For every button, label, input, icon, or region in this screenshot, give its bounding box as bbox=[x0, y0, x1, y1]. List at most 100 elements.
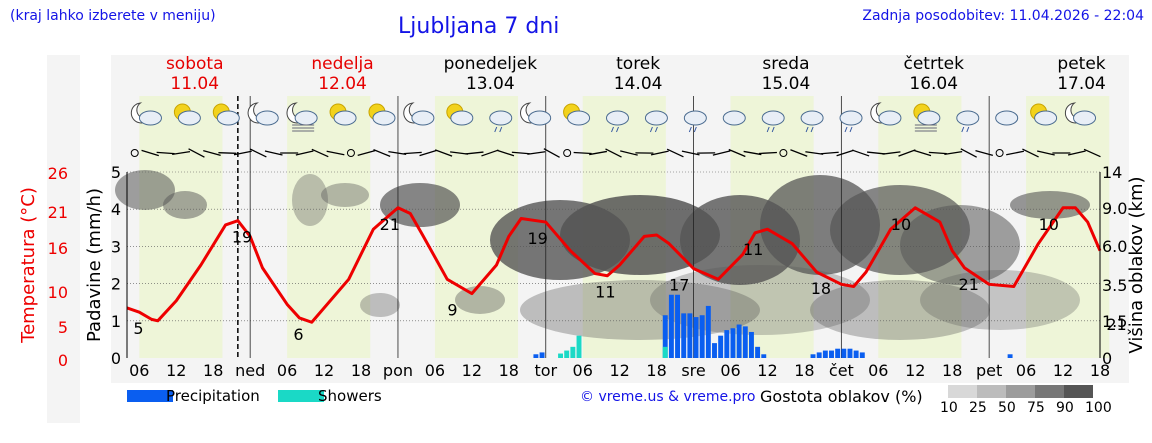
wind-barb-icon bbox=[944, 150, 963, 156]
rain-icon bbox=[606, 110, 629, 133]
cloud-height-tick-label: 0 bbox=[1102, 349, 1112, 368]
x-tick-label: pet bbox=[976, 361, 1002, 380]
wind-barb-icon bbox=[543, 148, 560, 158]
temperature-tick-label: 21 bbox=[48, 203, 68, 222]
daylight-band bbox=[139, 96, 223, 358]
wind-barb-icon bbox=[511, 151, 530, 155]
sun-cloud-icon bbox=[368, 103, 396, 126]
cloud-height-tick-label: 6.0 bbox=[1102, 237, 1127, 256]
wind-barb-icon bbox=[928, 151, 947, 155]
sun-cloud-icon bbox=[212, 103, 240, 126]
density-title: Gostota oblakov (%) bbox=[760, 387, 923, 406]
precip-tick-label: 0 bbox=[111, 349, 121, 368]
wind-calm-icon bbox=[563, 149, 572, 157]
wind-calm-icon bbox=[130, 149, 139, 157]
wind-barb-icon bbox=[172, 150, 191, 156]
temperature-label: 11 bbox=[595, 283, 615, 302]
cloud-height-tick-label: 9.0 bbox=[1102, 199, 1127, 218]
precip-axis-title: Padavine (mm/h) bbox=[84, 188, 105, 342]
temperature-line bbox=[126, 206, 1102, 324]
wind-barb-icon bbox=[419, 149, 437, 157]
wind-barb-icon bbox=[758, 151, 777, 155]
precip-bar bbox=[1007, 354, 1013, 358]
precip-tick-label: 2 bbox=[111, 275, 121, 294]
precip-bar bbox=[859, 352, 865, 358]
precip-tick-label: 1 bbox=[111, 312, 121, 331]
precip-bar bbox=[810, 354, 816, 358]
daylight-band bbox=[287, 96, 371, 358]
wind-barb-icon bbox=[605, 148, 622, 158]
temperature-label: 6 bbox=[293, 325, 303, 344]
x-tick-label: čet bbox=[829, 361, 854, 380]
precip-tick-label: 5 bbox=[111, 163, 121, 182]
credits-link[interactable]: © vreme.us & vreme.pro bbox=[580, 389, 756, 405]
wind-barb-icon bbox=[589, 150, 608, 156]
x-tick-label: 12 bbox=[462, 361, 482, 380]
wind-barb-icon bbox=[1083, 148, 1101, 158]
wind-barb-icon bbox=[295, 150, 314, 156]
temperature-label: 21 bbox=[1106, 315, 1126, 334]
wind-barb-icon bbox=[465, 151, 484, 155]
precip-tick-label: 3 bbox=[111, 237, 121, 256]
precip-bar bbox=[755, 346, 761, 358]
precip-bar bbox=[761, 354, 767, 358]
wind-barb-icon bbox=[790, 149, 808, 157]
showers-bar bbox=[570, 346, 576, 358]
precip-bar bbox=[841, 348, 847, 358]
wind-barb-icon bbox=[620, 150, 638, 156]
precip-bar bbox=[847, 348, 853, 358]
temperature-label: 10 bbox=[1039, 215, 1059, 234]
sun-cloud-icon bbox=[173, 103, 201, 126]
day-name: nedelja bbox=[311, 54, 373, 74]
day-name: četrtek bbox=[904, 54, 965, 74]
wind-barb-icon bbox=[1006, 150, 1025, 156]
wind-barb-icon bbox=[188, 148, 205, 158]
cloud-height-tick-label: 3.5 bbox=[1102, 276, 1127, 295]
wind-barb-icon bbox=[203, 150, 221, 156]
precip-bar bbox=[835, 348, 841, 358]
cloud-axis-title: Višina oblakov (km) bbox=[1126, 176, 1147, 353]
precip-bar bbox=[662, 315, 668, 358]
cloud-density-area bbox=[380, 183, 460, 227]
day-name: sreda bbox=[762, 54, 809, 74]
wind-barb-icon bbox=[156, 151, 175, 155]
day-date: 14.04 bbox=[614, 74, 663, 94]
density-scale-label: 25 bbox=[969, 400, 987, 416]
day-name: torek bbox=[616, 54, 660, 74]
wind-barb-icon bbox=[681, 150, 700, 156]
wind-barb-icon bbox=[434, 149, 453, 157]
cloud-density-area bbox=[321, 183, 369, 207]
wind-barb-icon bbox=[141, 149, 159, 157]
day-date: 17.04 bbox=[1057, 74, 1106, 94]
x-tick-label: 06 bbox=[425, 361, 445, 380]
temperature-label: 19 bbox=[527, 229, 547, 248]
cloud-height-tick-label: 14 bbox=[1102, 163, 1122, 182]
cloud-icon bbox=[995, 110, 1019, 126]
sun-cloud-icon bbox=[446, 103, 474, 126]
x-tick-label: 06 bbox=[1016, 361, 1036, 380]
density-scale-label: 10 bbox=[940, 400, 958, 416]
x-tick-label: tor bbox=[534, 361, 557, 380]
rain-icon bbox=[489, 110, 513, 133]
x-tick-label: 06 bbox=[573, 361, 593, 380]
x-tick-label: pon bbox=[383, 361, 413, 380]
last-update: Zadnja posodobitev: 11.04.2026 - 22:04 bbox=[862, 8, 1144, 24]
wind-barb-icon bbox=[882, 151, 901, 155]
showers-legend-swatch bbox=[278, 390, 324, 402]
x-tick-label: 18 bbox=[203, 361, 223, 380]
cloud-density-area bbox=[650, 265, 870, 335]
wind-barb-icon bbox=[218, 152, 237, 154]
temperature-tick-label: 0 bbox=[58, 351, 68, 370]
x-tick-label: 06 bbox=[720, 361, 740, 380]
precip-bar bbox=[736, 324, 742, 358]
precip-bar bbox=[730, 328, 736, 358]
location-hint[interactable]: (kraj lahko izberete v meniju) bbox=[10, 8, 216, 24]
wind-barb-icon bbox=[805, 151, 824, 155]
temperature-label: 18 bbox=[811, 279, 831, 298]
precip-bar bbox=[533, 354, 539, 358]
precip-bar bbox=[724, 330, 730, 358]
x-tick-label: 12 bbox=[166, 361, 186, 380]
moon-cloud-icon bbox=[247, 102, 279, 126]
cloud-height-tick-label: 1.5 bbox=[1102, 312, 1127, 331]
